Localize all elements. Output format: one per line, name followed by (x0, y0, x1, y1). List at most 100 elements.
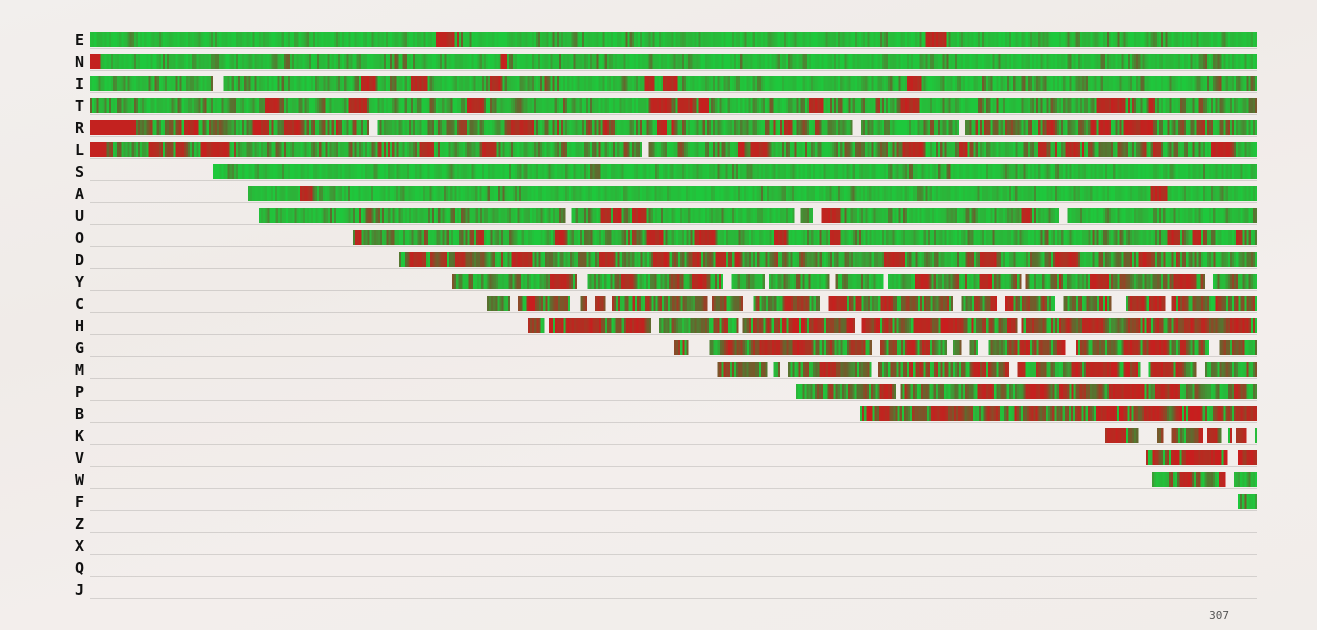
row-bar-N (90, 54, 1257, 69)
row-gridline (90, 92, 1257, 93)
row-gridline (90, 466, 1257, 467)
row-Q: Q (90, 558, 1257, 578)
row-label-Q: Q (70, 558, 84, 578)
row-bar-C (487, 296, 1257, 311)
row-bar-P (796, 384, 1257, 399)
row-label-I: I (70, 74, 84, 94)
row-gridline (90, 70, 1257, 71)
row-label-R: R (70, 118, 84, 138)
row-H: H (90, 316, 1257, 336)
row-label-M: M (70, 360, 84, 380)
row-X: X (90, 536, 1257, 556)
row-gridline (90, 510, 1257, 511)
row-label-F: F (70, 492, 84, 512)
row-gridline (90, 400, 1257, 401)
row-label-H: H (70, 316, 84, 336)
row-label-P: P (70, 382, 84, 402)
row-bar-O (353, 230, 1257, 245)
row-gridline (90, 488, 1257, 489)
row-bar-W (1152, 472, 1257, 487)
row-label-K: K (70, 426, 84, 446)
row-P: P (90, 382, 1257, 402)
letter-heatmap: ENITRLSAUODYCHGMPBKVWFZXQJ (0, 0, 1317, 622)
row-bar-K (1105, 428, 1257, 443)
row-M: M (90, 360, 1257, 380)
row-gridline (90, 532, 1257, 533)
row-label-O: O (70, 228, 84, 248)
row-bar-L (90, 142, 1257, 157)
row-bar-B (860, 406, 1257, 421)
row-bar-G (674, 340, 1258, 355)
row-gridline (90, 246, 1257, 247)
row-gridline (90, 136, 1257, 137)
row-bar-D (399, 252, 1257, 267)
row-bar-I (90, 76, 1257, 91)
row-gridline (90, 290, 1257, 291)
row-gridline (90, 576, 1257, 577)
row-R: R (90, 118, 1257, 138)
row-label-J: J (70, 580, 84, 600)
row-gridline (90, 48, 1257, 49)
row-F: F (90, 492, 1257, 512)
row-gridline (90, 378, 1257, 379)
row-W: W (90, 470, 1257, 490)
row-bar-U (259, 208, 1257, 223)
row-label-L: L (70, 140, 84, 160)
row-label-W: W (70, 470, 84, 490)
row-G: G (90, 338, 1257, 358)
row-gridline (90, 202, 1257, 203)
row-bar-T (90, 98, 1257, 113)
row-label-U: U (70, 206, 84, 226)
row-gridline (90, 444, 1257, 445)
row-label-Z: Z (70, 514, 84, 534)
row-Z: Z (90, 514, 1257, 534)
row-A: A (90, 184, 1257, 204)
row-V: V (90, 448, 1257, 468)
row-O: O (90, 228, 1257, 248)
row-C: C (90, 294, 1257, 314)
row-label-B: B (70, 404, 84, 424)
row-gridline (90, 224, 1257, 225)
row-bar-F (1238, 494, 1257, 509)
row-Y: Y (90, 272, 1257, 292)
row-gridline (90, 356, 1257, 357)
row-S: S (90, 162, 1257, 182)
row-K: K (90, 426, 1257, 446)
row-U: U (90, 206, 1257, 226)
row-label-E: E (70, 30, 84, 50)
row-label-T: T (70, 96, 84, 116)
row-gridline (90, 312, 1257, 313)
row-bar-H (528, 318, 1257, 333)
row-gridline (90, 334, 1257, 335)
row-label-A: A (70, 184, 84, 204)
row-bar-E (90, 32, 1257, 47)
row-bar-S (213, 164, 1257, 179)
row-label-X: X (70, 536, 84, 556)
row-label-G: G (70, 338, 84, 358)
footer-count: 307 (1209, 609, 1229, 622)
row-T: T (90, 96, 1257, 116)
row-J: J (90, 580, 1257, 600)
row-D: D (90, 250, 1257, 270)
row-I: I (90, 74, 1257, 94)
row-gridline (90, 598, 1257, 599)
row-B: B (90, 404, 1257, 424)
row-E: E (90, 30, 1257, 50)
row-gridline (90, 114, 1257, 115)
row-L: L (90, 140, 1257, 160)
row-bar-R (90, 120, 1257, 135)
row-N: N (90, 52, 1257, 72)
row-gridline (90, 158, 1257, 159)
row-bar-M (709, 362, 1257, 377)
row-label-V: V (70, 448, 84, 468)
row-gridline (90, 180, 1257, 181)
row-gridline (90, 422, 1257, 423)
row-label-D: D (70, 250, 84, 270)
row-bar-A (248, 186, 1257, 201)
row-gridline (90, 554, 1257, 555)
row-bar-V (1146, 450, 1257, 465)
row-label-N: N (70, 52, 84, 72)
row-label-Y: Y (70, 272, 84, 292)
row-bar-Y (452, 274, 1257, 289)
row-gridline (90, 268, 1257, 269)
